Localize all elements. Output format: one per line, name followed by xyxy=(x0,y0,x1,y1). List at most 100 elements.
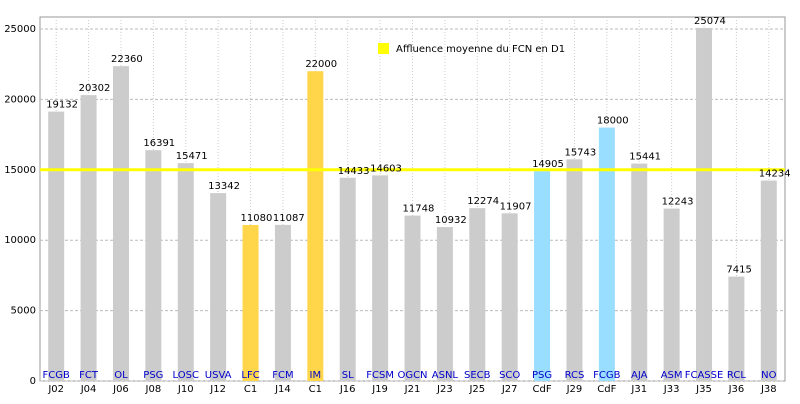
value-label: 22000 xyxy=(305,59,337,70)
value-label: 25074 xyxy=(694,16,726,27)
round-label: J36 xyxy=(728,384,745,395)
y-tick-label: 10000 xyxy=(4,235,36,246)
bar xyxy=(631,163,648,381)
y-tick-label: 15000 xyxy=(4,165,36,176)
x-tick-label: SECB xyxy=(464,370,491,381)
x-tick-label: FCSM xyxy=(366,370,394,381)
value-label: 15471 xyxy=(176,151,208,162)
x-tick-label: FCASSE xyxy=(685,370,724,381)
value-label: 11080 xyxy=(241,213,273,224)
round-label: J10 xyxy=(177,384,194,395)
round-label: J25 xyxy=(468,384,485,395)
x-tick-label: ASM xyxy=(661,370,683,381)
bar xyxy=(436,227,453,381)
x-tick-label: PSG xyxy=(532,370,552,381)
bar xyxy=(469,208,486,381)
x-tick-label: RCS xyxy=(565,370,585,381)
x-tick-label: PSG xyxy=(143,370,163,381)
x-tick-label: NO xyxy=(761,370,776,381)
round-label: J31 xyxy=(630,384,647,395)
round-label: J14 xyxy=(274,384,291,395)
x-tick-label: FCGB xyxy=(43,370,70,381)
bar xyxy=(696,27,713,382)
y-tick-label: 20000 xyxy=(4,94,36,105)
x-tick-label: ASNL xyxy=(432,370,459,381)
round-label: J06 xyxy=(112,384,129,395)
x-tick-label: OL xyxy=(114,370,128,381)
value-label: 10932 xyxy=(435,215,467,226)
bar xyxy=(663,208,680,381)
round-label: J02 xyxy=(47,384,64,395)
value-label: 15441 xyxy=(629,152,661,163)
bar xyxy=(566,159,583,381)
bar xyxy=(501,213,518,381)
bar xyxy=(760,180,777,381)
round-label: J27 xyxy=(501,384,518,395)
round-label: C1 xyxy=(244,384,257,395)
y-tick-label: 0 xyxy=(30,376,36,387)
value-label: 16391 xyxy=(143,138,175,149)
y-tick-label: 25000 xyxy=(4,24,36,35)
bar xyxy=(534,171,551,381)
bar xyxy=(210,193,227,381)
round-label: J38 xyxy=(760,384,777,395)
value-label: 12274 xyxy=(467,196,499,207)
x-tick-label: SL xyxy=(342,370,354,381)
legend-swatch xyxy=(378,43,389,54)
round-label: J29 xyxy=(566,384,583,395)
value-label: 20302 xyxy=(79,83,111,94)
x-tick-label: LOSC xyxy=(173,370,199,381)
value-label: 13342 xyxy=(208,181,240,192)
value-label: 7415 xyxy=(726,265,751,276)
x-tick-label: USVA xyxy=(205,370,232,381)
bar xyxy=(728,276,745,381)
value-label: 11087 xyxy=(273,213,305,224)
value-label: 19132 xyxy=(46,100,78,111)
y-tick-label: 5000 xyxy=(11,306,36,317)
round-label: J23 xyxy=(436,384,453,395)
value-label: 15743 xyxy=(564,147,596,158)
bar xyxy=(339,177,356,381)
bar xyxy=(274,224,291,381)
value-label: 11907 xyxy=(500,201,532,212)
value-label: 11748 xyxy=(403,204,435,215)
x-tick-label: OGCN xyxy=(397,370,427,381)
round-label: CdF xyxy=(597,384,616,395)
round-label: J04 xyxy=(80,384,97,395)
bar xyxy=(242,224,259,381)
round-label: J16 xyxy=(339,384,356,395)
round-label: C1 xyxy=(309,384,322,395)
x-tick-label: FCGB xyxy=(593,370,620,381)
bar xyxy=(145,150,162,381)
value-label: 12243 xyxy=(662,197,694,208)
bar xyxy=(404,215,421,381)
value-label: 14603 xyxy=(370,163,402,174)
x-tick-label: FCT xyxy=(79,370,99,381)
round-label: J12 xyxy=(209,384,226,395)
bar xyxy=(177,163,194,381)
x-tick-label: RCL xyxy=(727,370,746,381)
x-tick-label: SCO xyxy=(499,370,520,381)
value-label: 14234 xyxy=(759,169,791,180)
round-label: CdF xyxy=(533,384,552,395)
bar xyxy=(307,71,324,381)
round-label: J19 xyxy=(371,384,388,395)
value-label: 18000 xyxy=(597,116,629,127)
x-tick-label: FCM xyxy=(272,370,293,381)
x-tick-label: IM xyxy=(310,370,322,381)
x-tick-label: AJA xyxy=(631,370,648,381)
x-tick-label: LFC xyxy=(241,370,259,381)
legend-label: Affluence moyenne du FCN en D1 xyxy=(396,44,565,55)
value-label: 14905 xyxy=(532,159,564,170)
round-label: J35 xyxy=(695,384,712,395)
value-label: 22360 xyxy=(111,54,143,65)
round-label: J33 xyxy=(663,384,680,395)
round-label: J08 xyxy=(145,384,162,395)
round-label: J21 xyxy=(404,384,421,395)
bar xyxy=(48,111,65,382)
bar xyxy=(372,175,389,381)
bar xyxy=(80,95,97,381)
bar xyxy=(598,127,615,381)
value-label: 14433 xyxy=(338,166,370,177)
